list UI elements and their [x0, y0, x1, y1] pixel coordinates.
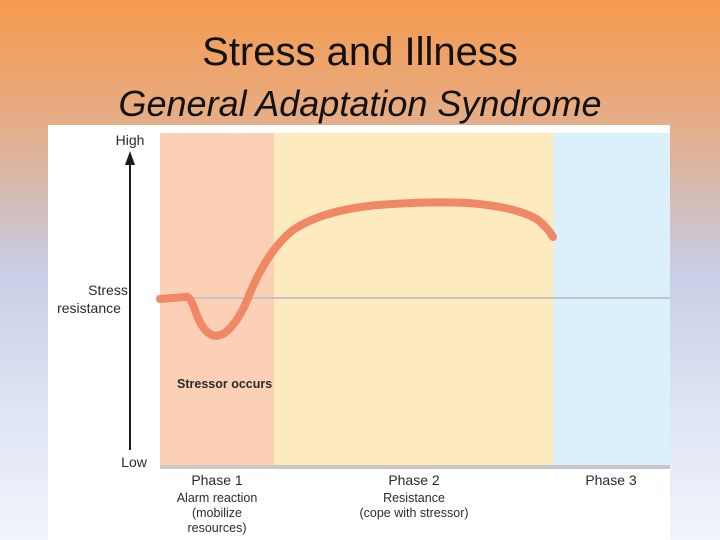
y-axis-low-label: Low: [121, 454, 148, 470]
phase-3-label: Phase 3: [585, 472, 637, 488]
slide-title: Stress and Illness: [202, 30, 518, 74]
y-axis-arrow-head: [125, 151, 135, 165]
y-axis-label-line1: Stress: [88, 282, 128, 298]
gas-diagram-svg: High Stress resistance Low Stressor occu…: [57, 132, 670, 535]
x-axis-line: [160, 465, 670, 469]
phase-1-desc-line2: (mobilize: [192, 506, 242, 520]
phase-2-desc-line2: (cope with stressor): [359, 506, 468, 520]
phase-2-desc-line1: Resistance: [383, 491, 445, 505]
y-axis-high-label: High: [116, 132, 145, 148]
phase-1-desc-line1: Alarm reaction: [177, 491, 258, 505]
slide-subtitle: General Adaptation Syndrome: [118, 83, 602, 124]
resistance-curve: [156, 198, 557, 340]
gas-diagram: High Stress resistance Low Stressor occu…: [48, 125, 670, 540]
phase-1-label: Phase 1: [191, 472, 243, 488]
stressor-occurs-label: Stressor occurs: [177, 377, 272, 391]
phase-2-label: Phase 2: [388, 472, 440, 488]
phase-1-desc-line3: resources): [187, 521, 246, 535]
y-axis-label-line2: resistance: [57, 300, 121, 316]
